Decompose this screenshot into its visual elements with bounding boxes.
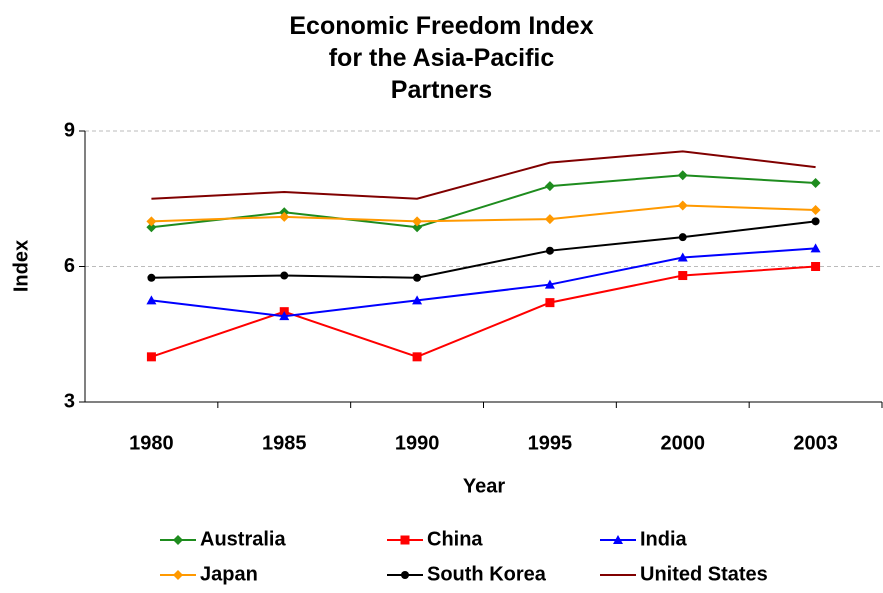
marker	[173, 535, 183, 545]
series-line	[151, 220, 816, 279]
x-tick-label: 1990	[395, 432, 440, 454]
series-line	[151, 174, 816, 229]
marker	[412, 222, 423, 233]
marker	[413, 273, 422, 282]
marker	[146, 222, 157, 233]
chart-title: Economic Freedom Index for the Asia-Paci…	[289, 12, 594, 104]
marker	[147, 273, 156, 282]
series-line	[151, 265, 816, 358]
legend-label: Australia	[200, 528, 286, 550]
x-tick-label: 1985	[262, 432, 307, 454]
marker	[613, 535, 623, 544]
marker	[678, 233, 687, 242]
series-line	[151, 247, 816, 318]
title-box: Economic Freedom Index for the Asia-Paci…	[0, 10, 883, 106]
marker	[146, 352, 156, 362]
marker	[279, 311, 290, 321]
marker	[412, 352, 422, 362]
series-line	[151, 204, 816, 223]
x-tick-label: 2003	[793, 432, 838, 454]
marker	[811, 217, 820, 226]
legend-label: China	[427, 528, 483, 550]
legend-label: South Korea	[427, 563, 547, 585]
marker	[677, 170, 688, 181]
y-tick-label: 6	[64, 255, 75, 277]
x-tick-label: 2000	[661, 432, 706, 454]
x-tick-label: 1995	[528, 432, 573, 454]
marker	[279, 211, 290, 222]
marker	[545, 246, 554, 255]
legend-label: United States	[640, 563, 768, 585]
marker	[401, 571, 409, 579]
marker	[677, 200, 688, 211]
x-tick-label: 1980	[129, 432, 174, 454]
legend-label: India	[640, 528, 688, 550]
marker	[280, 271, 289, 280]
marker	[678, 271, 688, 281]
y-axis-label: Index	[10, 240, 32, 292]
marker	[544, 279, 555, 289]
x-axis-label: Year	[463, 475, 505, 497]
marker	[810, 177, 821, 188]
marker	[146, 216, 157, 227]
marker	[146, 295, 157, 305]
marker	[545, 298, 555, 308]
legend-label: Japan	[200, 563, 258, 585]
marker	[811, 262, 821, 271]
y-tick-label: 9	[64, 119, 75, 141]
marker	[677, 252, 688, 262]
marker	[810, 205, 821, 216]
marker	[400, 535, 410, 545]
marker	[173, 570, 183, 580]
marker	[544, 181, 555, 192]
series-line	[151, 150, 816, 200]
marker	[810, 243, 821, 253]
marker	[412, 216, 423, 227]
marker	[544, 214, 555, 225]
y-tick-label: 3	[64, 390, 75, 412]
marker	[412, 295, 423, 305]
